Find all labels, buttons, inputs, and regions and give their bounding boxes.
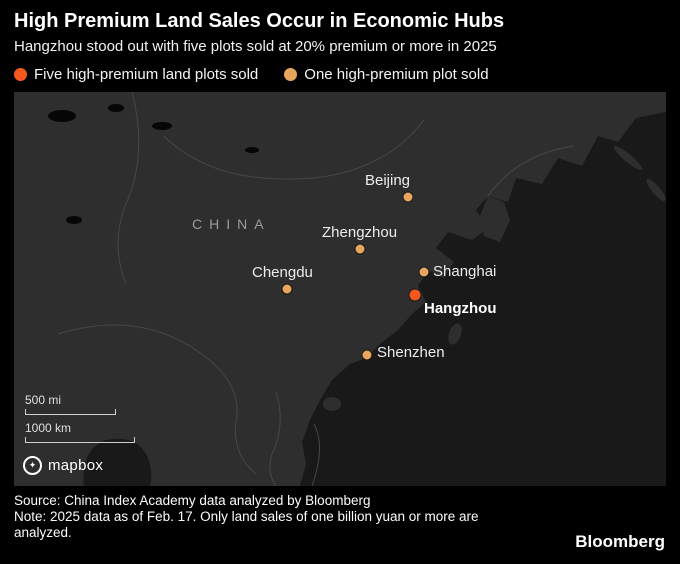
legend-dot-one-icon xyxy=(284,67,298,81)
map-canvas[interactable]: CHINA Beijing Zhengzhou Chengdu Shanghai… xyxy=(14,91,666,486)
lake-shape xyxy=(108,103,124,112)
city-label: Shanghai xyxy=(433,262,497,280)
legend: Five high-premium land plots sold One hi… xyxy=(14,66,666,83)
lake-shape xyxy=(245,146,259,153)
page-title: High Premium Land Sales Occur in Economi… xyxy=(14,10,505,32)
legend-item-one: One high-premium plot sold xyxy=(284,65,489,83)
legend-label: Five high-premium land plots sold xyxy=(34,65,259,83)
plot-dot-icon xyxy=(282,284,292,294)
header: High Premium Land Sales Occur in Economi… xyxy=(0,0,680,57)
island-shape xyxy=(646,178,666,201)
region-label: CHINA xyxy=(192,215,271,232)
plot-dot-icon xyxy=(403,192,413,202)
island-shape xyxy=(448,323,462,345)
scale-km-label: 1000 km xyxy=(25,420,72,435)
mapbox-wordmark: mapbox xyxy=(48,456,104,474)
plot-dot-icon xyxy=(355,244,365,254)
island-shape xyxy=(613,145,643,170)
city-label: Shenzhen xyxy=(377,343,445,361)
page-subtitle: Hangzhou stood out with five plots sold … xyxy=(14,38,497,55)
plot-dot-icon xyxy=(362,350,372,360)
scale-miles-bar xyxy=(25,408,116,415)
note-text: Note: 2025 data as of Feb. 17. Only land… xyxy=(14,509,479,541)
footer: Source: China Index Academy data analyze… xyxy=(0,486,680,542)
korea-shape xyxy=(480,195,510,242)
island-shape xyxy=(323,396,341,411)
city-label: Zhengzhou xyxy=(322,223,398,241)
ocean-shape xyxy=(83,438,152,486)
lake-shape xyxy=(152,121,172,130)
scale-miles-label: 500 mi xyxy=(25,392,62,407)
legend-dot-five-icon xyxy=(14,67,27,81)
city-label: Chengdu xyxy=(252,263,313,281)
legend-item-five: Five high-premium land plots sold xyxy=(14,66,258,83)
lake-shape xyxy=(66,215,82,224)
land-shape xyxy=(14,91,666,486)
border-lines xyxy=(57,91,575,486)
city-label: Hangzhou xyxy=(424,299,497,317)
mapbox-attribution[interactable]: ✦ mapbox xyxy=(23,455,104,475)
basemap xyxy=(14,91,666,486)
plot-dot-icon xyxy=(409,289,421,301)
bloomberg-logo: Bloomberg xyxy=(575,532,665,551)
source-text: Source: China Index Academy data analyze… xyxy=(14,492,371,508)
legend-label: One high-premium plot sold xyxy=(304,65,489,83)
lake-shape xyxy=(48,109,76,122)
map-scale: 500 mi 1000 km xyxy=(25,392,135,444)
scale-km-bar xyxy=(25,437,135,444)
mapbox-logo-icon: ✦ xyxy=(23,455,42,475)
plot-dot-icon xyxy=(419,267,429,277)
city-label: Beijing xyxy=(365,171,411,189)
